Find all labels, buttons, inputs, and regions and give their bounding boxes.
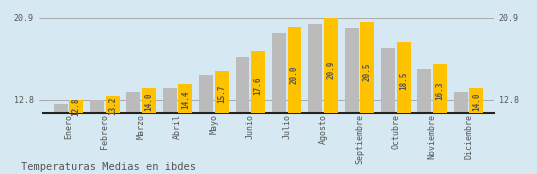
Bar xyxy=(54,104,68,113)
Bar xyxy=(69,100,83,113)
Bar xyxy=(454,92,468,113)
Bar xyxy=(381,48,395,113)
Bar xyxy=(397,42,411,113)
Bar xyxy=(90,100,104,113)
Bar xyxy=(345,28,359,113)
Bar xyxy=(251,51,265,113)
Bar xyxy=(360,22,374,113)
Bar xyxy=(142,88,156,113)
Bar xyxy=(417,69,431,113)
Text: 17.6: 17.6 xyxy=(253,76,263,94)
Text: 14.0: 14.0 xyxy=(472,92,481,111)
Text: 12.8: 12.8 xyxy=(72,98,81,116)
Bar xyxy=(163,88,177,113)
Text: 20.9: 20.9 xyxy=(326,61,336,80)
Bar xyxy=(215,70,229,113)
Bar xyxy=(199,75,213,113)
Bar xyxy=(288,27,301,113)
Bar xyxy=(236,57,249,113)
Text: 14.0: 14.0 xyxy=(144,92,154,111)
Bar xyxy=(272,33,286,113)
Bar xyxy=(308,24,322,113)
Bar xyxy=(324,18,338,113)
Text: 15.7: 15.7 xyxy=(217,85,226,103)
Text: 20.0: 20.0 xyxy=(290,65,299,84)
Text: 13.2: 13.2 xyxy=(108,96,117,115)
Text: Temperaturas Medias en ibdes: Temperaturas Medias en ibdes xyxy=(21,162,197,172)
Text: 20.5: 20.5 xyxy=(363,63,372,81)
Bar xyxy=(126,92,140,113)
Text: 16.3: 16.3 xyxy=(436,82,445,100)
Bar xyxy=(106,96,120,113)
Text: 14.4: 14.4 xyxy=(181,91,190,109)
Text: 18.5: 18.5 xyxy=(399,72,408,90)
Bar xyxy=(469,88,483,113)
Bar xyxy=(433,64,447,113)
Bar xyxy=(178,84,192,113)
